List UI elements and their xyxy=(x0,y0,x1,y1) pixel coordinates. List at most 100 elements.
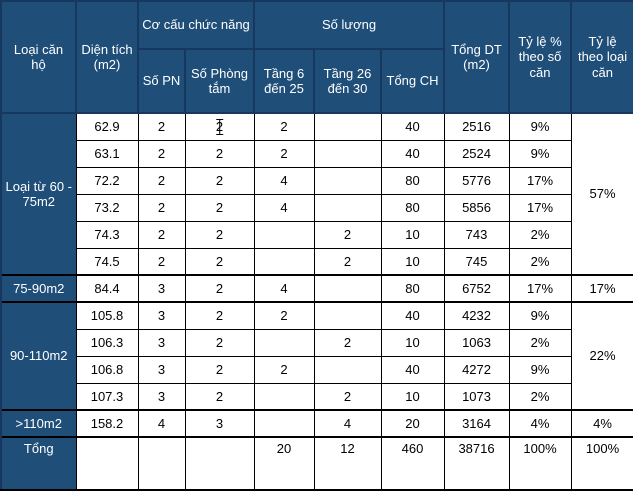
cell-area[interactable]: 74.3 xyxy=(75,220,139,249)
cell-floors-26-30[interactable]: 4 xyxy=(313,409,382,438)
cell-floors-26-30[interactable]: 2 xyxy=(313,382,382,411)
cell-area[interactable]: 107.3 xyxy=(75,382,139,411)
cell-total-units[interactable]: 10 xyxy=(380,382,445,411)
cell-bedrooms[interactable]: 2 xyxy=(137,193,186,222)
cell-pct-by-type[interactable]: 17% xyxy=(570,274,633,303)
cell-pct-units[interactable]: 9% xyxy=(508,355,572,384)
cell-floors-6-25[interactable]: 4 xyxy=(253,166,315,195)
cell-bathrooms[interactable]: 2 xyxy=(184,112,255,141)
cell-total-units[interactable]: 80 xyxy=(380,193,445,222)
cell-floors-6-25[interactable]: 4 xyxy=(253,274,315,303)
cell-bathrooms[interactable]: 2 xyxy=(184,247,255,276)
cell-floors-6-25[interactable] xyxy=(253,409,315,438)
total-cell-pct-by-type[interactable]: 100% xyxy=(570,436,633,491)
cell-bedrooms[interactable]: 3 xyxy=(137,274,186,303)
cell-bathrooms[interactable]: 2 xyxy=(184,166,255,195)
cell-pct-units[interactable]: 2% xyxy=(508,220,572,249)
cell-bathrooms[interactable]: 2 xyxy=(184,193,255,222)
total-cell-floors-26-30[interactable]: 12 xyxy=(313,436,382,491)
cell-total-area[interactable]: 3164 xyxy=(443,409,510,438)
group-label[interactable]: >110m2 xyxy=(0,409,77,438)
total-cell-area[interactable] xyxy=(75,436,139,491)
header-pct-by-type[interactable]: Tỷ lệ theo loại căn xyxy=(570,0,633,114)
cell-floors-26-30[interactable] xyxy=(313,112,382,141)
cell-floors-26-30[interactable] xyxy=(313,193,382,222)
cell-total-area[interactable]: 5776 xyxy=(443,166,510,195)
header-floors-26-30[interactable]: Tầng 26 đến 30 xyxy=(313,48,382,114)
cell-bedrooms[interactable]: 2 xyxy=(137,139,186,168)
cell-total-area[interactable]: 1073 xyxy=(443,382,510,411)
cell-pct-units[interactable]: 2% xyxy=(508,382,572,411)
cell-total-area[interactable]: 1063 xyxy=(443,328,510,357)
cell-floors-6-25[interactable]: 2 xyxy=(253,355,315,384)
cell-total-units[interactable]: 80 xyxy=(380,166,445,195)
cell-area[interactable]: 74.5 xyxy=(75,247,139,276)
cell-floors-26-30[interactable] xyxy=(313,166,382,195)
cell-pct-by-type[interactable]: 4% xyxy=(570,409,633,438)
cell-pct-units[interactable]: 17% xyxy=(508,274,572,303)
cell-area[interactable]: 72.2 xyxy=(75,166,139,195)
cell-floors-6-25[interactable]: 4 xyxy=(253,193,315,222)
cell-total-area[interactable]: 2516 xyxy=(443,112,510,141)
cell-total-area[interactable]: 5856 xyxy=(443,193,510,222)
cell-bathrooms[interactable]: 2 xyxy=(184,301,255,330)
total-cell-bathrooms[interactable] xyxy=(184,436,255,491)
cell-area[interactable]: 158.2 xyxy=(75,409,139,438)
cell-total-area[interactable]: 743 xyxy=(443,220,510,249)
cell-floors-26-30[interactable] xyxy=(313,139,382,168)
total-cell-total-area[interactable]: 38716 xyxy=(443,436,510,491)
cell-area[interactable]: 84.4 xyxy=(75,274,139,303)
cell-bathrooms[interactable]: 2 xyxy=(184,328,255,357)
cell-total-units[interactable]: 40 xyxy=(380,355,445,384)
cell-total-area[interactable]: 4232 xyxy=(443,301,510,330)
cell-bathrooms[interactable]: 3 xyxy=(184,409,255,438)
cell-pct-by-type[interactable]: 22% xyxy=(570,301,633,411)
total-cell-pct-units[interactable]: 100% xyxy=(508,436,572,491)
cell-pct-units[interactable]: 9% xyxy=(508,301,572,330)
cell-pct-units[interactable]: 17% xyxy=(508,166,572,195)
cell-floors-6-25[interactable]: 2 xyxy=(253,112,315,141)
group-label[interactable]: 90-110m2 xyxy=(0,301,77,411)
cell-total-units[interactable]: 40 xyxy=(380,112,445,141)
cell-bathrooms[interactable]: 2 xyxy=(184,382,255,411)
group-label[interactable]: Loại từ 60 - 75m2 xyxy=(0,112,77,276)
total-cell-total-units[interactable]: 460 xyxy=(380,436,445,491)
cell-bedrooms[interactable]: 3 xyxy=(137,382,186,411)
header-bedrooms[interactable]: Số PN xyxy=(137,48,186,114)
cell-floors-26-30[interactable] xyxy=(313,301,382,330)
cell-floors-6-25[interactable] xyxy=(253,328,315,357)
cell-bedrooms[interactable]: 3 xyxy=(137,328,186,357)
cell-bedrooms[interactable]: 4 xyxy=(137,409,186,438)
cell-bedrooms[interactable]: 3 xyxy=(137,355,186,384)
cell-area[interactable]: 106.8 xyxy=(75,355,139,384)
cell-floors-26-30[interactable] xyxy=(313,355,382,384)
header-total-area[interactable]: Tổng DT (m2) xyxy=(443,0,511,114)
cell-total-units[interactable]: 10 xyxy=(380,220,445,249)
cell-total-area[interactable]: 6752 xyxy=(443,274,510,303)
cell-floors-26-30[interactable]: 2 xyxy=(313,247,382,276)
cell-bathrooms[interactable]: 2 xyxy=(184,139,255,168)
cell-total-area[interactable]: 2524 xyxy=(443,139,510,168)
cell-floors-26-30[interactable]: 2 xyxy=(313,328,382,357)
header-unit-type[interactable]: Loại căn hộ xyxy=(0,0,77,114)
cell-bathrooms[interactable]: 2 xyxy=(184,274,255,303)
header-total-units[interactable]: Tổng CH xyxy=(379,48,446,114)
cell-area[interactable]: 63.1 xyxy=(75,139,139,168)
cell-bedrooms[interactable]: 2 xyxy=(137,166,186,195)
total-cell-floors-6-25[interactable]: 20 xyxy=(253,436,315,491)
cell-area[interactable]: 105.8 xyxy=(75,301,139,330)
cell-total-units[interactable]: 80 xyxy=(380,274,445,303)
header-function-structure[interactable]: Cơ cấu chức năng xyxy=(137,0,255,50)
header-floors-6-25[interactable]: Tầng 6 đến 25 xyxy=(253,48,315,114)
cell-bathrooms[interactable]: 2 xyxy=(184,355,255,384)
cell-floors-6-25[interactable] xyxy=(253,382,315,411)
cell-area[interactable]: 106.3 xyxy=(75,328,139,357)
cell-pct-units[interactable]: 2% xyxy=(508,247,572,276)
cell-total-units[interactable]: 40 xyxy=(380,139,445,168)
cell-total-units[interactable]: 40 xyxy=(380,301,445,330)
total-label[interactable]: Tổng xyxy=(0,436,77,491)
cell-floors-6-25[interactable] xyxy=(253,220,315,249)
cell-total-units[interactable]: 20 xyxy=(380,409,445,438)
cell-area[interactable]: 62.9 xyxy=(75,112,139,141)
header-area[interactable]: Diện tích (m2) xyxy=(75,0,139,114)
